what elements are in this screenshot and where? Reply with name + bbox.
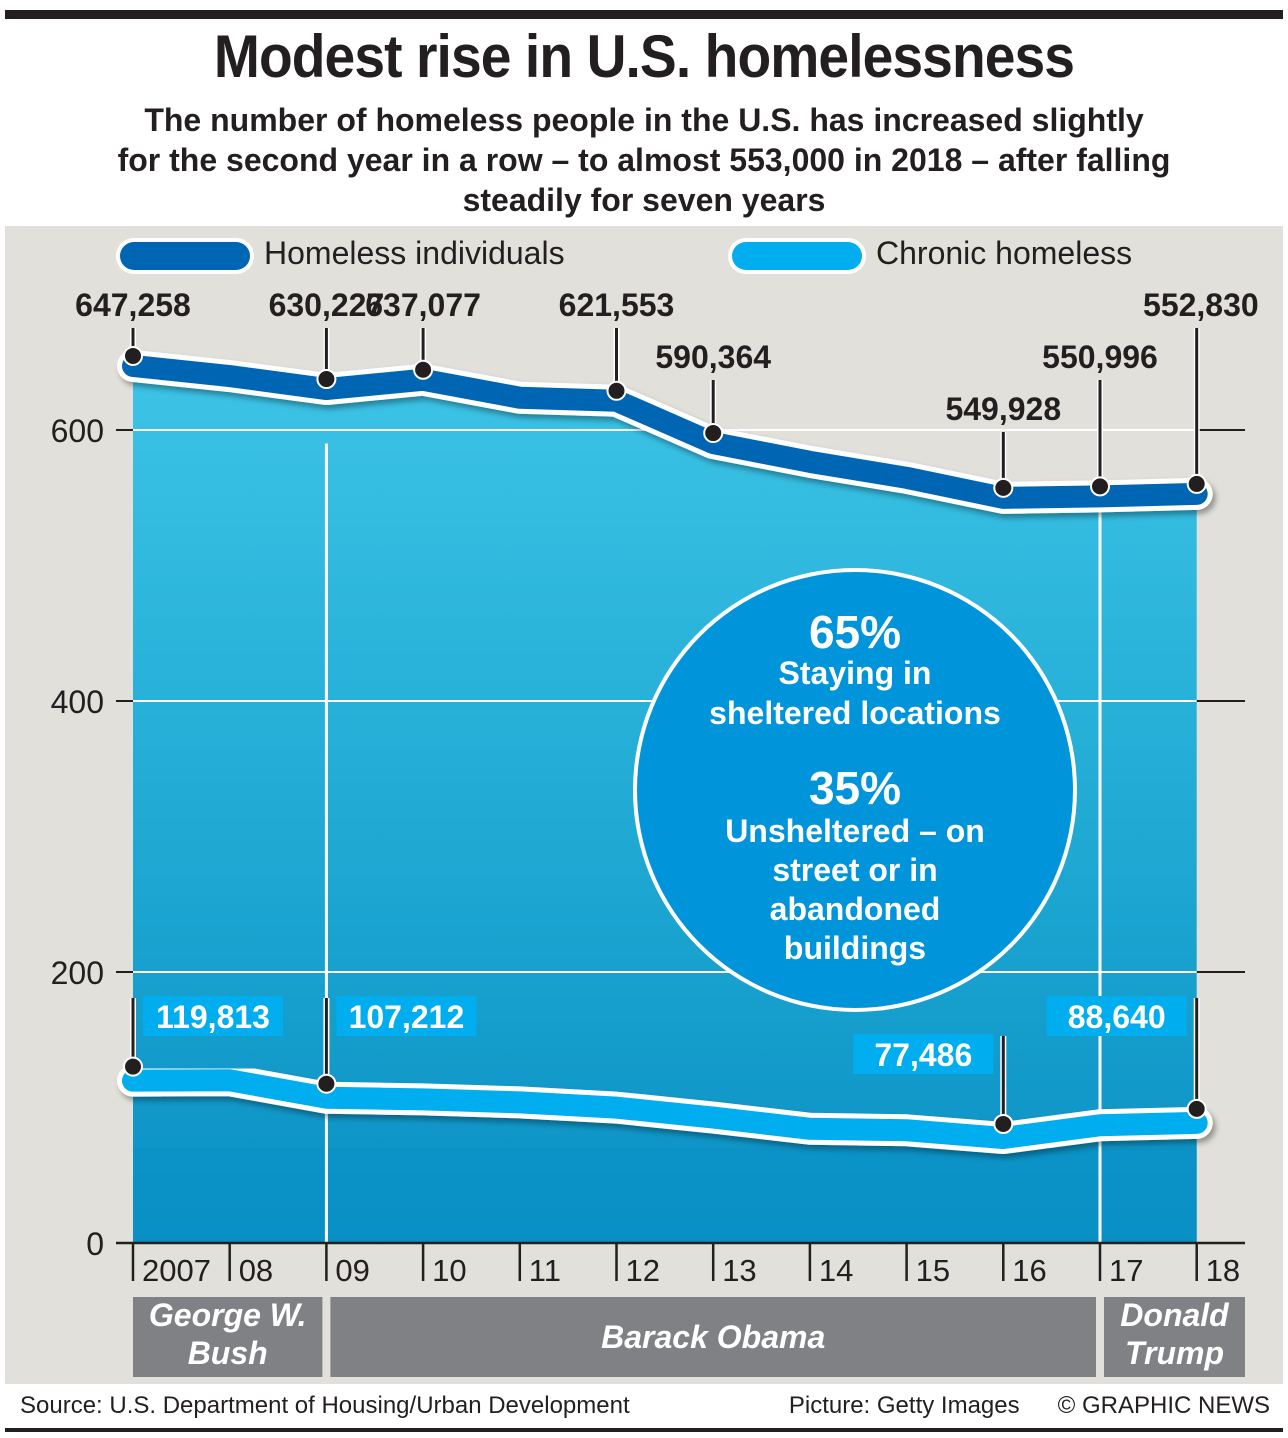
x-tick-label: 09 — [335, 1253, 369, 1288]
bottom-rule — [5, 1428, 1283, 1432]
data-label-individuals: 647,258 — [75, 287, 191, 323]
stat-unsheltered-value: 35% — [809, 762, 901, 814]
picture-credit: Picture: Getty Images — [788, 1392, 1020, 1419]
stat-sheltered-label: sheltered locations — [709, 695, 1001, 731]
data-label-individuals: 590,364 — [655, 339, 771, 375]
president-band-bg — [1104, 1297, 1245, 1377]
x-tick-label: 15 — [916, 1253, 950, 1288]
x-tick-label: 08 — [239, 1253, 273, 1288]
data-point — [993, 477, 1014, 498]
president-band-bg — [330, 1297, 1096, 1377]
data-point — [316, 369, 337, 390]
data-label-individuals: 637,077 — [365, 287, 481, 323]
data-point — [123, 1056, 143, 1077]
publisher-credit: © GRAPHIC NEWS — [1057, 1392, 1270, 1419]
data-label-chronic: 119,813 — [156, 999, 270, 1035]
series-line — [122, 1069, 1208, 1150]
series-line — [122, 354, 1208, 509]
series-homeless-individuals — [117, 349, 1213, 514]
chart-subtitle: The number of homeless people in the U.S… — [0, 100, 1288, 220]
data-label-chronic: 107,212 — [349, 999, 465, 1035]
president-name: Bush — [188, 1335, 268, 1371]
data-point — [1186, 1098, 1207, 1119]
president-name: Trump — [1125, 1335, 1224, 1371]
data-label-chronic: 77,486 — [874, 1037, 972, 1073]
x-tick-label: 11 — [529, 1253, 561, 1288]
data-label-individuals: 550,996 — [1042, 339, 1158, 375]
x-tick-label: 13 — [722, 1253, 756, 1288]
data-point — [606, 380, 627, 401]
president-band: Barack Obama — [330, 1297, 1096, 1377]
data-point — [1186, 473, 1207, 494]
data-point — [703, 423, 724, 444]
data-label-bg — [853, 1034, 994, 1074]
data-point — [316, 1073, 337, 1094]
data-point — [993, 1114, 1014, 1135]
x-tick-label: 2007 — [142, 1253, 211, 1288]
president-band-bg — [133, 1297, 323, 1377]
legend-homeless-individuals: Homeless individuals — [116, 235, 565, 274]
stats-circle: 65%Staying in sheltered locations 35%Unshe… — [633, 568, 1077, 1012]
stat-sheltered-label: Staying in — [779, 655, 932, 691]
series-chronic-homeless — [117, 1064, 1213, 1155]
x-tick-label: 18 — [1206, 1253, 1240, 1288]
president-name: Barack Obama — [601, 1319, 825, 1355]
president-name: Donald — [1120, 1297, 1230, 1333]
subtitle-line: for the second year in a row – to almost… — [117, 142, 1171, 178]
x-tick-label: 14 — [819, 1253, 853, 1288]
y-tick-label: 400 — [51, 684, 104, 720]
stat-unsheltered-label: buildings — [784, 930, 926, 966]
x-tick-label: 17 — [1109, 1253, 1143, 1288]
y-tick-label: 600 — [51, 413, 104, 449]
subtitle-line: steadily for seven years — [462, 182, 826, 218]
president-name: George W. — [149, 1297, 307, 1333]
data-point — [1090, 476, 1110, 497]
data-label-bg — [143, 996, 283, 1036]
subtitle-line: The number of homeless people in the U.S… — [144, 102, 1144, 138]
stat-sheltered-value: 65% — [809, 606, 901, 658]
x-tick-label: 16 — [1012, 1253, 1046, 1288]
footer: Source: U.S. Department of Housing/Urban… — [20, 1392, 1270, 1420]
data-label-individuals: 549,928 — [945, 391, 1061, 427]
photo-lower-shade — [133, 1148, 1197, 1243]
legend: Homeless individuals Chronic homeless — [116, 235, 1132, 274]
top-rule — [5, 10, 1283, 19]
stat-unsheltered-label: street or in — [772, 852, 937, 888]
stat-unsheltered-label: abandoned — [770, 891, 941, 927]
legend-swatch — [120, 242, 250, 270]
legend-swatch — [732, 242, 862, 270]
x-tick-label: 12 — [626, 1253, 660, 1288]
data-point — [123, 345, 143, 366]
data-label-bg — [336, 996, 477, 1036]
data-label-chronic: 88,640 — [1068, 999, 1166, 1035]
data-point — [413, 359, 434, 380]
data-label-bg — [1046, 996, 1187, 1036]
data-label-individuals: 552,830 — [1143, 287, 1259, 323]
y-tick-label: 200 — [51, 955, 104, 991]
stat-unsheltered-label: Unsheltered – on — [725, 813, 985, 849]
legend-label: Homeless individuals — [264, 235, 565, 271]
president-band: George W.Bush — [133, 1297, 323, 1377]
stats-circle-fill — [637, 572, 1073, 1008]
legend-label: Chronic homeless — [876, 235, 1132, 271]
chart-title: Modest rise in U.S. homelessness — [213, 23, 1075, 90]
source-text: Source: U.S. Department of Housing/Urban… — [20, 1392, 630, 1419]
axes: 0 200 400 600 2007 08 09 10 11 12 13 14 15 16 17 18 — [51, 413, 1245, 1288]
x-tick-label: 10 — [432, 1253, 466, 1288]
data-label-individuals: 630,227 — [269, 287, 385, 323]
y-tick-label: 0 — [86, 1226, 104, 1262]
series-lines — [117, 349, 1213, 1155]
legend-chronic-homeless: Chronic homeless — [728, 235, 1132, 274]
data-label-individuals: 621,553 — [559, 287, 675, 323]
